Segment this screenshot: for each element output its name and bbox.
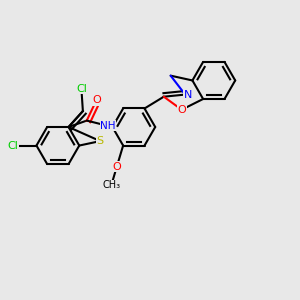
Text: CH₃: CH₃ — [102, 180, 120, 190]
Text: O: O — [92, 95, 101, 105]
Text: O: O — [112, 162, 121, 172]
Text: N: N — [183, 90, 192, 100]
Text: Cl: Cl — [8, 140, 18, 151]
Text: NH: NH — [100, 121, 116, 131]
Text: S: S — [97, 136, 104, 146]
Text: Cl: Cl — [76, 84, 87, 94]
Text: O: O — [177, 105, 186, 115]
